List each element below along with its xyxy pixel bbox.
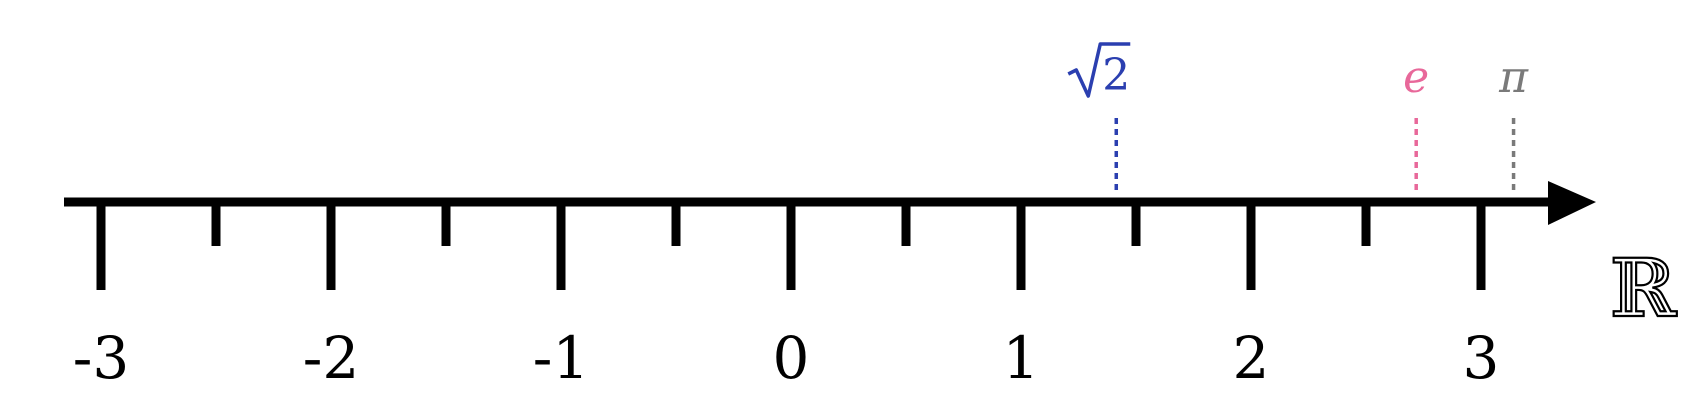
tick-marks <box>96 202 1486 290</box>
radical-sign <box>1067 42 1131 98</box>
tick-label-3: 3 <box>1463 324 1500 392</box>
tick-label--1: -1 <box>533 324 590 392</box>
tick-label--2: -2 <box>303 324 360 392</box>
marker-label-e: e <box>1403 52 1429 103</box>
marker-label-sqrt-2: 2 <box>1067 42 1131 101</box>
tick-label--3: -3 <box>73 324 130 392</box>
number-line-axis <box>64 181 1596 225</box>
marker-label-pi: π <box>1498 52 1529 103</box>
tick-label-1: 1 <box>1003 324 1040 392</box>
real-numbers-symbol: ℝ <box>1610 242 1678 335</box>
radicand: 2 <box>1102 50 1130 101</box>
axis-arrowhead <box>1548 181 1596 225</box>
tick-label-0: 0 <box>773 324 810 392</box>
marked-points: 2 e π <box>1067 42 1529 194</box>
tick-label-2: 2 <box>1233 324 1270 392</box>
tick-labels: -3 -2 -1 0 1 2 3 <box>73 324 1500 392</box>
